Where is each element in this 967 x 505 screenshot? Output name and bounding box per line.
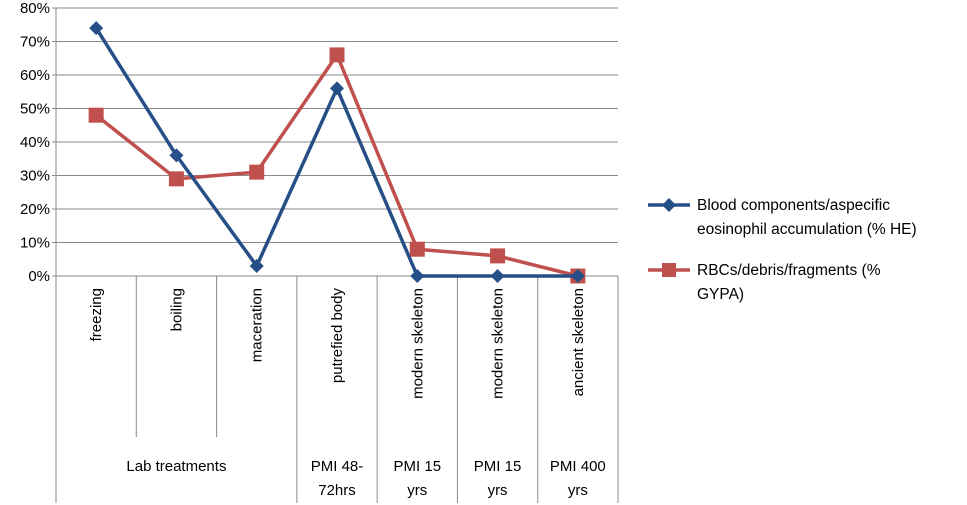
group-label: yrs — [488, 482, 508, 499]
legend-label: Blood components/aspecific — [697, 197, 890, 214]
y-tick-label: 80% — [20, 0, 50, 17]
data-point-diamond — [490, 269, 505, 283]
category-label: maceration — [249, 288, 266, 362]
category-label: modern skeleton — [409, 288, 426, 399]
group-label: PMI 15 — [474, 458, 522, 475]
y-tick-label: 10% — [20, 235, 50, 252]
group-label: Lab treatments — [126, 458, 226, 475]
group-label: yrs — [407, 482, 427, 499]
series-layer — [88, 21, 586, 284]
gridlines — [56, 7, 618, 243]
data-point-diamond — [330, 81, 344, 96]
y-tick-label: 40% — [20, 134, 50, 151]
group-label: PMI 400 — [550, 458, 606, 475]
data-point-square — [249, 164, 265, 180]
legend-label: RBCs/debris/fragments (% — [697, 262, 881, 279]
data-point-square — [88, 107, 104, 123]
data-point-square — [329, 47, 345, 63]
y-tick-label: 60% — [20, 67, 50, 84]
group-label: PMI 15 — [394, 458, 442, 475]
y-axis-ticks: 0% 10% 20% 30% 40% 50% 60% 70% 80% — [20, 0, 50, 285]
data-point-diamond — [570, 269, 585, 283]
y-tick-label: 0% — [28, 268, 50, 285]
data-point-diamond — [410, 269, 425, 283]
data-point-diamond — [249, 258, 264, 273]
series-line — [94, 27, 578, 278]
y-tick-label: 70% — [20, 34, 50, 51]
category-axis: freezing boiling maceration putrefied body m… — [88, 288, 606, 499]
data-point-square — [168, 171, 184, 187]
legend-marker-square — [662, 263, 676, 277]
legend-marker-diamond — [662, 198, 676, 212]
y-tick-label: 20% — [20, 201, 50, 218]
category-label: boiling — [168, 288, 185, 331]
group-label: 72hrs — [318, 482, 356, 499]
category-label: putrefied body — [329, 288, 346, 384]
data-point-diamond — [89, 21, 104, 36]
legend: Blood components/aspecific eosinophil acc… — [648, 197, 917, 303]
y-tick-label: 50% — [20, 101, 50, 118]
legend-label: eosinophil accumulation (% HE) — [697, 221, 917, 238]
axes — [52, 7, 619, 503]
y-tick-label: 30% — [20, 168, 50, 185]
category-label: ancient skeleton — [570, 288, 587, 396]
legend-label: GYPA) — [697, 286, 744, 303]
data-point-square — [409, 241, 425, 257]
data-point-square — [490, 248, 506, 264]
data-point-diamond — [169, 148, 184, 163]
category-label: modern skeleton — [490, 288, 507, 399]
category-label: freezing — [88, 288, 105, 341]
group-label: PMI 48- — [311, 458, 364, 475]
group-label: yrs — [568, 482, 588, 499]
